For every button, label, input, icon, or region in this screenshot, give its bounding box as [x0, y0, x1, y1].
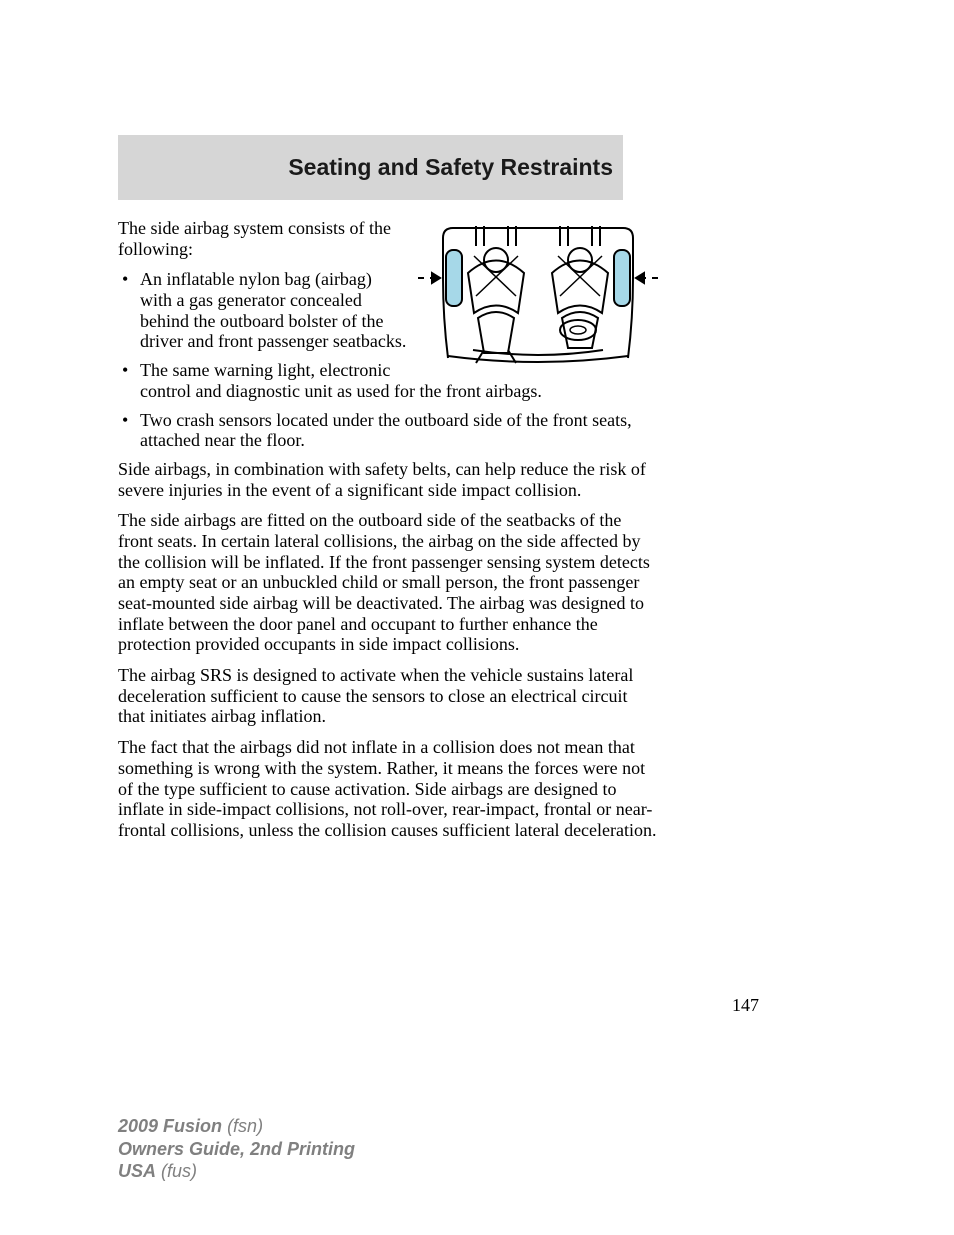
intro-block: The side airbag system consists of the f…: [118, 218, 658, 459]
footer-line-1: 2009 Fusion (fsn): [118, 1115, 355, 1138]
page-content: The side airbag system consists of the f…: [118, 218, 658, 851]
page-number: 147: [732, 995, 759, 1016]
list-item: An inflatable nylon bag (airbag) with a …: [140, 269, 658, 352]
footer-code-1: (fsn): [227, 1116, 263, 1136]
body-paragraph: The side airbags are fitted on the outbo…: [118, 510, 658, 655]
footer-model: 2009 Fusion: [118, 1116, 222, 1136]
body-paragraph: The airbag SRS is designed to activate w…: [118, 665, 658, 727]
footer-region: USA: [118, 1161, 156, 1181]
footer-line-2: Owners Guide, 2nd Printing: [118, 1138, 355, 1161]
section-header-band: Seating and Safety Restraints: [118, 135, 623, 200]
bullet-list: An inflatable nylon bag (airbag) with a …: [118, 269, 658, 451]
body-paragraph: The fact that the airbags did not inflat…: [118, 737, 658, 840]
footer-block: 2009 Fusion (fsn) Owners Guide, 2nd Prin…: [118, 1115, 355, 1183]
body-paragraph: Side airbags, in combination with safety…: [118, 459, 658, 500]
footer-code-2: (fus): [161, 1161, 197, 1181]
list-item: Two crash sensors located under the outb…: [140, 410, 658, 451]
footer-line-3: USA (fus): [118, 1160, 355, 1183]
footer-guide: Owners Guide, 2nd Printing: [118, 1139, 355, 1159]
list-item: The same warning light, electronic contr…: [140, 360, 658, 401]
section-title: Seating and Safety Restraints: [288, 154, 613, 181]
